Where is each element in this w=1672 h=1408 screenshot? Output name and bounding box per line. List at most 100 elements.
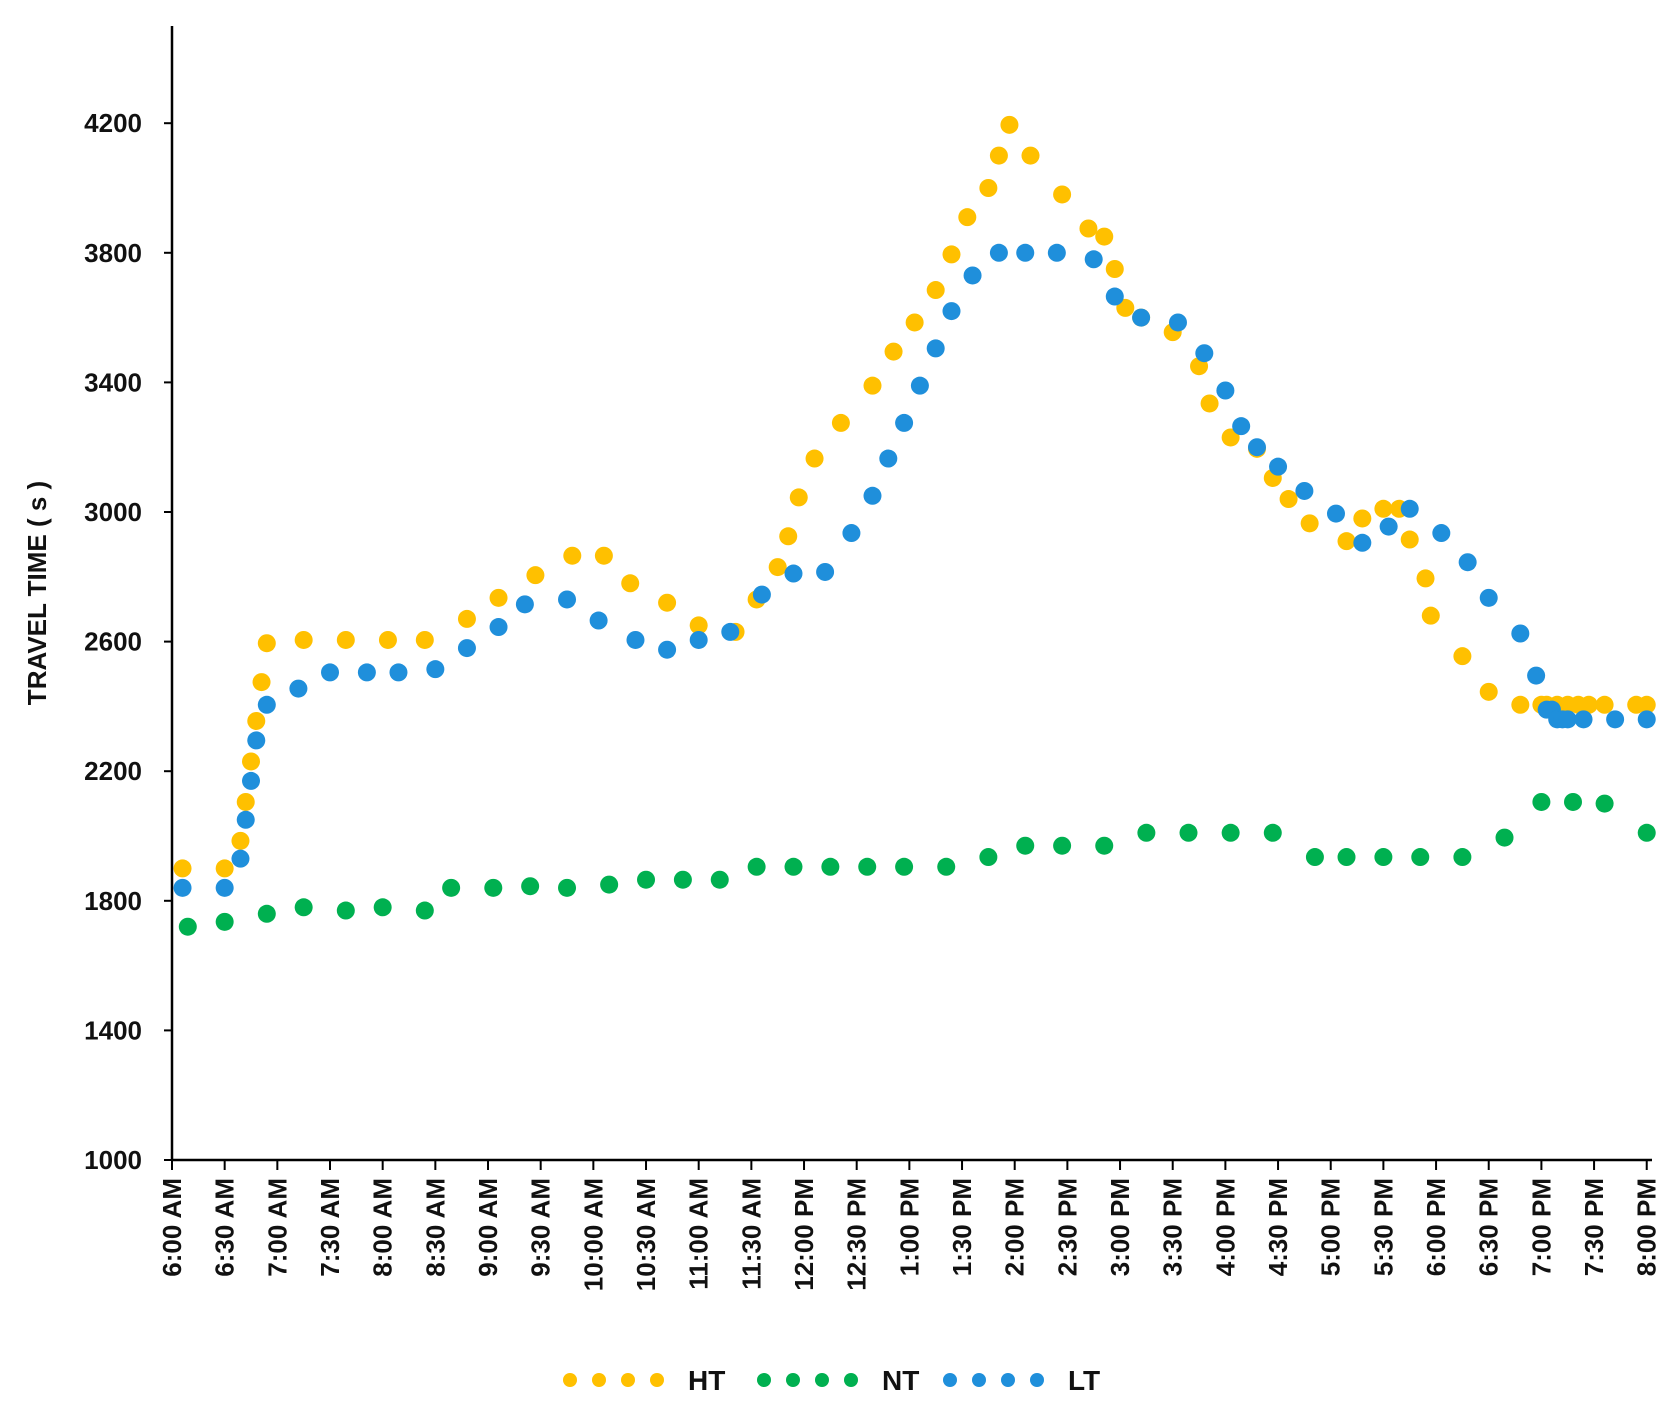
data-point-lt bbox=[173, 878, 192, 897]
data-point-lt bbox=[1574, 710, 1593, 729]
data-point-lt bbox=[963, 266, 982, 285]
legend-marker bbox=[844, 1373, 858, 1387]
data-point-ht bbox=[1421, 606, 1440, 625]
data-point-ht bbox=[979, 179, 998, 197]
data-point-nt bbox=[673, 870, 692, 889]
data-point-lt bbox=[910, 376, 929, 395]
series-ht bbox=[173, 115, 1656, 878]
y-tick-label: 1400 bbox=[84, 1015, 142, 1045]
x-tick-label: 9:00 AM bbox=[473, 1178, 503, 1277]
data-point-nt bbox=[1016, 836, 1035, 855]
data-point-ht bbox=[173, 859, 192, 878]
data-point-nt bbox=[979, 848, 998, 867]
data-point-ht bbox=[1095, 227, 1114, 246]
data-point-ht bbox=[689, 616, 708, 635]
data-point-lt bbox=[1558, 710, 1577, 729]
x-tick-label: 6:00 PM bbox=[1421, 1178, 1451, 1276]
data-point-lt bbox=[1326, 504, 1345, 523]
x-tick-label: 7:30 PM bbox=[1579, 1178, 1609, 1276]
data-point-lt bbox=[1016, 243, 1035, 262]
data-point-nt bbox=[1337, 848, 1356, 867]
data-point-nt bbox=[415, 901, 434, 920]
data-point-ht bbox=[942, 245, 961, 264]
y-tick-label: 3800 bbox=[84, 238, 142, 268]
data-point-nt bbox=[600, 875, 619, 894]
data-point-ht bbox=[989, 146, 1008, 165]
y-tick-label: 3000 bbox=[84, 497, 142, 527]
data-point-lt bbox=[989, 243, 1008, 262]
legend-marker bbox=[621, 1373, 635, 1387]
data-point-ht bbox=[621, 574, 640, 593]
data-point-lt bbox=[1379, 517, 1398, 536]
x-tick-label: 12:00 PM bbox=[789, 1178, 819, 1291]
x-tick-label: 12:30 PM bbox=[842, 1178, 872, 1291]
legend-label: HT bbox=[688, 1365, 725, 1396]
data-point-nt bbox=[1095, 836, 1114, 855]
data-point-ht bbox=[1105, 260, 1124, 278]
data-point-ht bbox=[768, 558, 787, 577]
data-point-lt bbox=[426, 660, 445, 679]
data-point-nt bbox=[1411, 848, 1430, 867]
data-point-ht bbox=[252, 673, 271, 692]
x-tick-label: 8:00 PM bbox=[1632, 1178, 1662, 1276]
legend-label: LT bbox=[1068, 1365, 1100, 1396]
x-tick-label: 10:30 AM bbox=[631, 1178, 661, 1291]
data-point-ht bbox=[1479, 682, 1498, 701]
data-point-lt bbox=[863, 486, 882, 505]
data-point-lt bbox=[389, 663, 408, 682]
data-point-nt bbox=[1532, 792, 1551, 811]
data-point-nt bbox=[484, 878, 503, 897]
x-tick-label: 1:30 PM bbox=[947, 1178, 977, 1276]
data-point-lt bbox=[1105, 287, 1124, 306]
data-point-ht bbox=[378, 630, 397, 649]
data-point-ht bbox=[1021, 146, 1040, 165]
data-point-ht bbox=[415, 630, 434, 649]
x-tick-label: 7:00 AM bbox=[262, 1178, 292, 1277]
data-point-lt bbox=[658, 640, 677, 659]
data-point-lt bbox=[457, 639, 476, 658]
data-point-ht bbox=[1053, 185, 1072, 204]
data-point-ht bbox=[457, 609, 476, 628]
data-point-ht bbox=[789, 488, 808, 507]
data-point-lt bbox=[242, 771, 261, 790]
series-points bbox=[173, 115, 1656, 936]
x-tick-label: 6:30 AM bbox=[210, 1178, 240, 1277]
data-point-nt bbox=[373, 898, 392, 917]
data-point-lt bbox=[1637, 710, 1656, 729]
data-point-nt bbox=[215, 912, 234, 931]
data-point-ht bbox=[1453, 647, 1472, 666]
data-point-lt bbox=[1432, 524, 1451, 543]
data-point-ht bbox=[1116, 298, 1135, 317]
x-tick-label: 6:00 AM bbox=[157, 1178, 187, 1277]
data-point-nt bbox=[1453, 848, 1472, 867]
data-point-ht bbox=[257, 634, 276, 653]
data-point-lt bbox=[357, 663, 376, 682]
data-point-nt bbox=[1374, 848, 1393, 867]
data-point-lt bbox=[1195, 344, 1214, 363]
data-point-lt bbox=[895, 413, 914, 432]
data-point-nt bbox=[442, 878, 461, 897]
data-point-ht bbox=[1353, 509, 1372, 528]
data-point-lt bbox=[1527, 666, 1546, 685]
x-tick-label: 10:00 AM bbox=[578, 1178, 608, 1291]
data-point-lt bbox=[926, 339, 945, 358]
data-point-lt bbox=[257, 695, 276, 714]
data-point-ht bbox=[863, 376, 882, 395]
legend: HT NT LT bbox=[563, 1365, 1100, 1396]
data-point-nt bbox=[821, 857, 840, 876]
legend-marker bbox=[815, 1373, 829, 1387]
data-point-lt bbox=[942, 302, 961, 321]
data-point-lt bbox=[321, 663, 340, 682]
data-point-ht bbox=[1279, 490, 1298, 509]
data-point-ht bbox=[231, 831, 250, 850]
data-point-lt bbox=[842, 524, 861, 543]
data-point-nt bbox=[747, 857, 766, 876]
y-tick-label: 2600 bbox=[84, 627, 142, 657]
data-point-nt bbox=[858, 857, 877, 876]
data-point-ht bbox=[805, 449, 824, 468]
data-point-ht bbox=[884, 342, 903, 361]
x-tick-label: 7:00 PM bbox=[1526, 1178, 1556, 1276]
y-tick-label: 2200 bbox=[84, 756, 142, 786]
data-point-ht bbox=[242, 752, 261, 771]
data-point-nt bbox=[1637, 823, 1656, 842]
